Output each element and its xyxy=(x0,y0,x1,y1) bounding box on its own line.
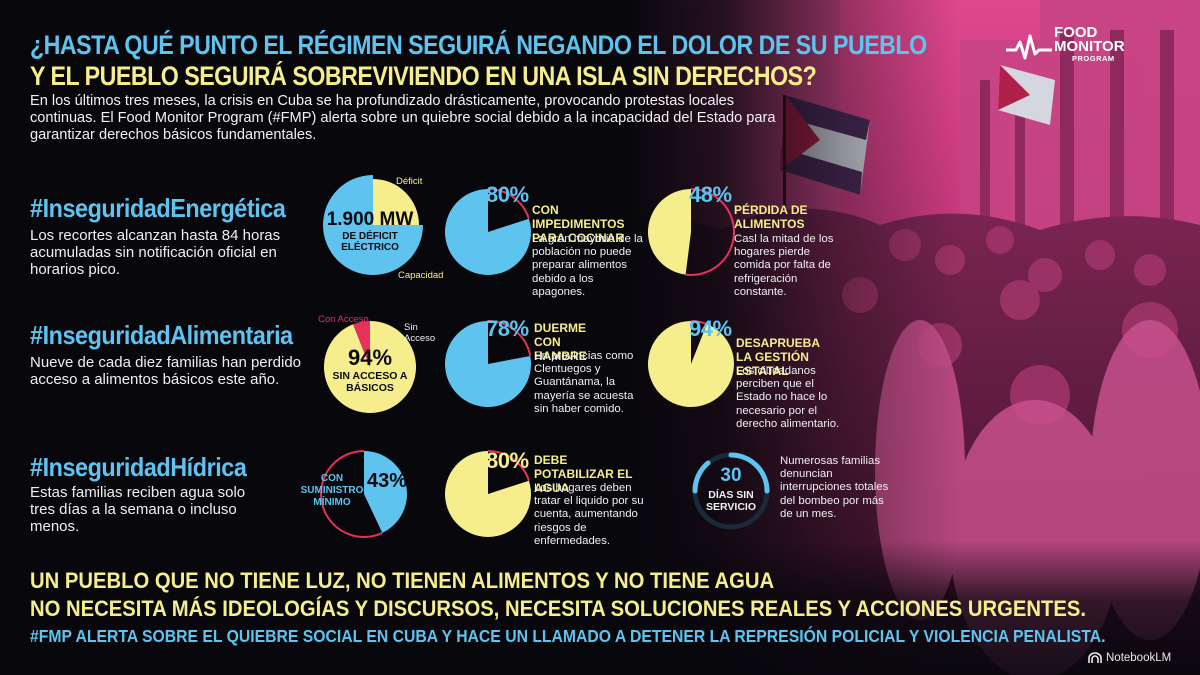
energy-stat1-percent: 80% xyxy=(486,182,529,207)
energy-label-capacity: Capacidad xyxy=(398,270,444,281)
heartbeat-line-icon xyxy=(1006,34,1052,60)
water-stat2-body: Numerosas familias denuncian interrupcio… xyxy=(780,455,889,520)
notebooklm-icon xyxy=(1088,652,1102,663)
closing-line-3: #FMP ALERTA SOBRE EL QUIEBRE SOCIAL EN C… xyxy=(30,626,1106,646)
title-line-2: Y EL PUEBLO SEGUIRÁ SOBREVIVIENDO EN UNA… xyxy=(30,61,817,91)
food-access-value: 94% xyxy=(347,345,393,370)
food-stat1-heading: DUERME CON HAMBRE xyxy=(534,321,587,363)
energy-section-body: Los recortes alcanzan hasta 84 horas acu… xyxy=(30,227,281,278)
food-access-caption: SIN ACCESO A BÁSICOS xyxy=(332,370,408,394)
food-stat2-heading: DESAPRUEBA LA GESTIÓN ESTATAL xyxy=(736,336,820,378)
food-stat1-body: En provincias como Clentuegos y Guantána… xyxy=(534,350,634,415)
water-stat1-percent: 80% xyxy=(486,448,529,473)
water-stat1-body: Los hogares deben tratar el liquido por … xyxy=(534,482,644,547)
title-line-1: ¿HASTA QUÉ PUNTO EL RÉGIMEN SEGUIRÁ NEGA… xyxy=(30,30,927,60)
food-stat2-body: Los ciudadanos perciben que el Estado no… xyxy=(736,365,840,430)
food-stat1-remainder-ring xyxy=(487,320,532,357)
food-stat1-percent: 78% xyxy=(486,316,529,341)
energy-stat2-slice xyxy=(647,189,691,275)
energy-stat1-remainder-ring xyxy=(487,188,530,220)
logo-text-food: FOOD xyxy=(1054,24,1098,41)
food-label-with-access: Con Acceso xyxy=(318,314,369,325)
food-stat2-slice xyxy=(648,321,734,407)
food-with-access-slice xyxy=(353,321,370,367)
bottom-fade-overlay xyxy=(0,540,1200,675)
energy-section-title: #InseguridadEnergética xyxy=(30,193,286,223)
logo-text-monitor: MONITOR xyxy=(1054,38,1125,55)
food-section-body: Nueve de cada diez familias han perdido … xyxy=(30,354,302,388)
water-section-title: #InseguridadHídrica xyxy=(30,452,247,482)
water-stat1-slice xyxy=(445,451,531,537)
energy-deficit-pie xyxy=(318,170,428,280)
food-monitor-program-logo: FOOD MONITOR PROGRAM xyxy=(1006,24,1176,76)
water-minimal-supply-slice xyxy=(364,451,407,533)
closing-line-2: NO NECESITA MÁS IDEOLOGÍAS Y DISCURSOS, … xyxy=(30,596,1087,621)
energy-stat2-body: Casl la mitad de los hogares pierde comi… xyxy=(734,233,834,298)
water-supply-caption: CON SUMINISTRO MÍNIMO xyxy=(300,473,364,508)
food-stat2-pie xyxy=(645,318,737,410)
energy-stat2-heading: PÉRDIDA DE ALIMENTOS xyxy=(734,203,808,231)
energy-label-deficit: Déficit xyxy=(396,176,423,187)
energy-stat1-body: La gran mayoría de la población no puede… xyxy=(532,233,643,298)
days-without-service-ring xyxy=(692,452,770,530)
water-stat1-heading: DEBE POTABILIZAR EL AGUA xyxy=(534,453,633,495)
water-remainder-ring xyxy=(320,450,383,538)
food-stat1-pie xyxy=(442,318,534,410)
days-without-service-caption: DÍAS SIN SERVICIO xyxy=(706,489,756,513)
water-supply-pie xyxy=(318,448,410,540)
logo-text-program: PROGRAM xyxy=(1072,54,1115,63)
notebooklm-watermark: NotebookLM xyxy=(1088,652,1171,664)
energy-deficit-caption: DE DÉFICIT ELÉCTRICO xyxy=(341,231,399,253)
energy-stat2-remainder-ring xyxy=(685,188,735,276)
food-section-title: #InseguridadAlimentaria xyxy=(30,320,293,350)
energy-stat2-pie xyxy=(645,186,737,278)
food-stat2-percent: 94% xyxy=(689,316,732,341)
energy-stat2-percent: 48% xyxy=(689,182,732,207)
water-section-body: Estas familias reciben agua solo tres dí… xyxy=(30,484,246,535)
notebooklm-text: NotebookLM xyxy=(1106,652,1172,664)
intro-paragraph: En los últimos tres meses, la crisis en … xyxy=(30,93,776,143)
food-access-pie xyxy=(320,317,420,417)
water-stat1-pie xyxy=(442,448,534,540)
food-label-without-access: Sin Acceso xyxy=(404,322,436,344)
days-without-service-value: 30 xyxy=(720,465,742,486)
closing-line-1: UN PUEBLO QUE NO TIENE LUZ, NO TIENEN AL… xyxy=(30,568,775,593)
energy-deficit-slice xyxy=(373,179,419,225)
energy-stat1-pie xyxy=(442,186,534,278)
energy-stat1-heading: CON IMPEDIMENTOS PARA COCINAR xyxy=(532,203,625,245)
food-stat2-remainder-ring xyxy=(690,320,708,325)
water-stat1-remainder-ring xyxy=(487,450,530,482)
food-stat1-slice xyxy=(445,321,531,407)
water-supply-value: 43% xyxy=(366,470,408,492)
energy-deficit-value: 1.900 MW xyxy=(326,209,414,230)
energy-stat1-slice xyxy=(445,189,531,275)
